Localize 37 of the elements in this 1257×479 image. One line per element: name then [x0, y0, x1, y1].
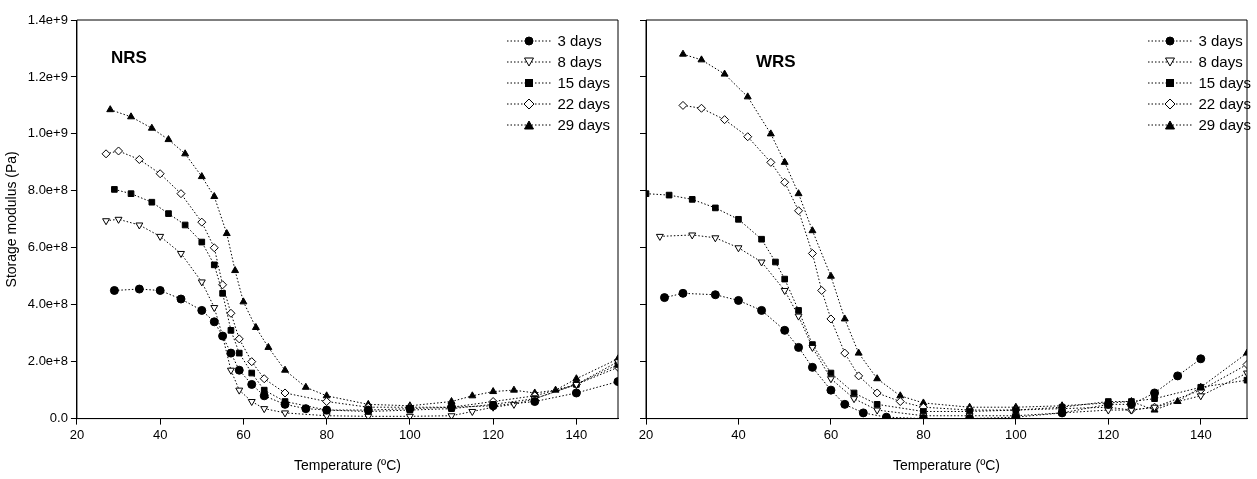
legend-label: 8 days — [1198, 52, 1243, 72]
y-tick-label: 1.2e+9 — [27, 68, 68, 84]
legend-label: 22 days — [1198, 94, 1251, 114]
text: NRS — [110, 47, 147, 67]
y-tick-label: 1.4e+9 — [27, 11, 68, 27]
legend-label: 22 days — [557, 94, 610, 114]
x-tick-label: 140 — [1189, 426, 1212, 442]
x-tick-label: 120 — [482, 426, 504, 442]
y-tick-label: 6.0e+8 — [27, 239, 68, 255]
x-axis-title: Temperature (ºC) — [293, 457, 401, 474]
y-tick-label: 1.0e+9 — [27, 125, 68, 141]
legend-label: 29 days — [1198, 115, 1251, 135]
legend-label: 15 days — [1198, 73, 1251, 93]
x-tick-label: 140 — [565, 426, 588, 442]
x-tick-label: 80 — [319, 426, 334, 442]
x-tick-label: 60 — [236, 426, 251, 442]
legend-label: 3 days — [1198, 31, 1243, 51]
x-tick-label: 100 — [399, 426, 421, 442]
y-axis-title: Storage modulus (Pa) — [3, 151, 20, 288]
text: WRS — [756, 51, 796, 71]
x-tick-label: 100 — [1004, 426, 1027, 442]
x-axis-title: Temperature (ºC) — [892, 457, 1001, 474]
y-tick-label: 4.0e+8 — [27, 296, 68, 312]
y-tick-label: 2.0e+8 — [27, 353, 68, 369]
y-tick-label: 8.0e+8 — [27, 182, 68, 198]
y-tick-label: 0.0 — [49, 410, 68, 426]
x-tick-label: 20 — [69, 426, 85, 442]
legend-label: 29 days — [557, 115, 610, 135]
legend-label: 15 days — [557, 73, 610, 93]
x-tick-label: 40 — [731, 426, 746, 442]
x-tick-label: 60 — [823, 426, 839, 442]
x-tick-label: 120 — [1097, 426, 1120, 442]
x-tick-label: 20 — [638, 426, 654, 442]
legend-label: 3 days — [557, 31, 602, 51]
legend-label: 8 days — [557, 52, 602, 72]
x-tick-label: 80 — [916, 426, 931, 442]
x-tick-label: 40 — [152, 426, 168, 442]
